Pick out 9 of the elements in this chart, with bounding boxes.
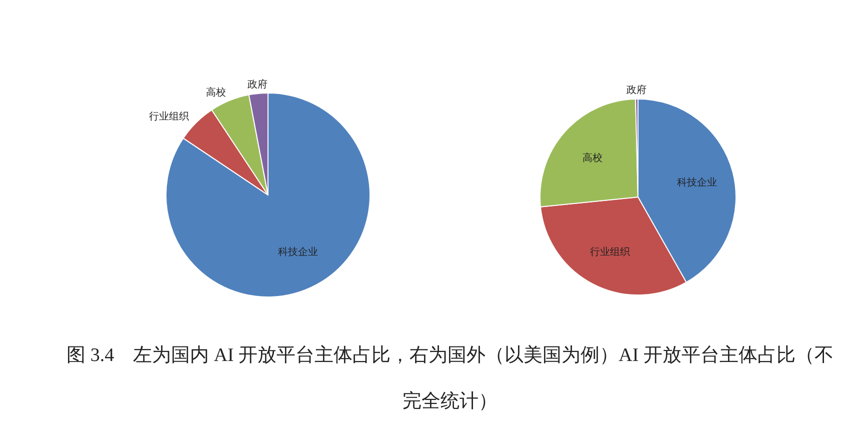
slice-label: 政府 <box>626 84 647 96</box>
slice-label: 科技企业 <box>676 176 717 189</box>
slice-label: 政府 <box>247 78 268 90</box>
text: 图 3.4 左为国内 AI 开放平台主体占比，右为国外（以美国为例）AI 开放平台主体占比（不完全统计） <box>66 345 834 412</box>
slice-label: 行业组织 <box>149 110 190 123</box>
slice-label: 高校 <box>206 86 226 98</box>
slice-label: 科技企业 <box>278 246 318 258</box>
slice-label: 行业组织 <box>590 246 630 258</box>
slice-label: 高校 <box>582 152 602 164</box>
